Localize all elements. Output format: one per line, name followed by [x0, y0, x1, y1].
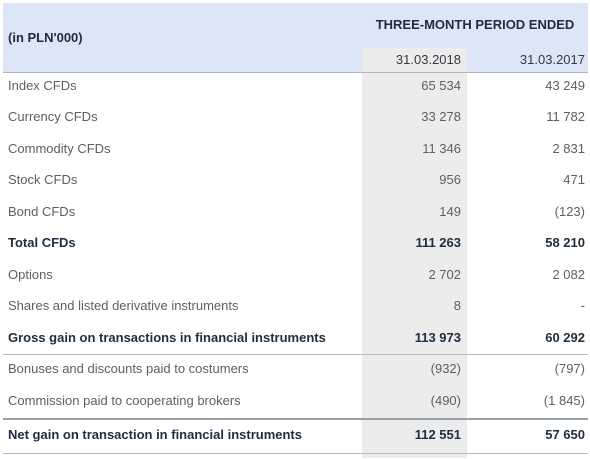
table-row: Options 2 702 2 082	[3, 260, 588, 291]
row-label: Total CFDs	[8, 235, 76, 250]
table-row: Bonuses and discounts paid to costumers …	[3, 354, 588, 385]
current-period-column-shade	[362, 48, 467, 458]
row-value-2017: 471	[563, 172, 585, 187]
row-divider	[3, 418, 588, 420]
table-row: Shares and listed derivative instruments…	[3, 291, 588, 322]
table-row: Bond CFDs 149 (123)	[3, 197, 588, 228]
row-label: Bond CFDs	[8, 204, 76, 219]
table-header	[3, 3, 588, 72]
row-label: Bonuses and discounts paid to costumers	[8, 361, 249, 376]
row-value-2018: (490)	[430, 393, 461, 408]
row-value-2018: 2 702	[428, 267, 461, 282]
row-value-2018: 11 346	[422, 141, 461, 156]
row-label: Commodity CFDs	[8, 141, 111, 156]
row-value-2018: 956	[439, 172, 461, 187]
subtotal-row: Gross gain on transactions in financial …	[3, 323, 588, 354]
table-row: Commodity CFDs 11 346 2 831	[3, 134, 588, 165]
total-row: Total CFDs 111 263 58 210	[3, 228, 588, 259]
row-value-2017: 43 249	[545, 78, 585, 93]
row-value-2017: (797)	[554, 361, 585, 376]
row-value-2017: 60 292	[545, 330, 585, 345]
table-row: Stock CFDs 956 471	[3, 165, 588, 196]
row-value-2017: 57 650	[545, 427, 585, 442]
row-value-2018: 8	[453, 298, 461, 313]
row-value-2017: -	[580, 298, 585, 313]
row-value-2018: 113 973	[414, 330, 461, 345]
row-value-2017: (1 845)	[543, 393, 585, 408]
unit-label: (in PLN'000)	[8, 30, 83, 45]
column-header-2018: 31.03.2018	[395, 52, 461, 67]
header-divider	[3, 72, 588, 73]
row-value-2018: 65 534	[421, 78, 461, 93]
table-row: Currency CFDs 33 278 11 782	[3, 102, 588, 133]
row-value-2017: 2 082	[552, 267, 585, 282]
column-header-2017: 31.03.2017	[519, 52, 585, 67]
row-value-2017: (123)	[554, 204, 585, 219]
row-divider	[3, 354, 588, 355]
row-label: Stock CFDs	[8, 172, 78, 187]
row-label: Currency CFDs	[8, 109, 98, 124]
row-value-2018: 33 278	[421, 109, 461, 124]
row-value-2017: 2 831	[552, 141, 585, 156]
row-value-2018: 111 263	[415, 235, 461, 250]
row-value-2018: 149	[439, 204, 461, 219]
row-value-2018: 112 551	[414, 427, 461, 442]
row-label: Index CFDs	[8, 78, 77, 93]
row-label: Shares and listed derivative instruments	[8, 298, 239, 313]
row-label: Commission paid to cooperating brokers	[8, 393, 241, 408]
row-value-2017: 58 210	[545, 235, 585, 250]
table-row: Commission paid to cooperating brokers (…	[3, 386, 588, 417]
row-label: Options	[8, 267, 53, 282]
row-value-2018: (932)	[430, 361, 461, 376]
net-total-row: Net gain on transaction in financial ins…	[3, 420, 588, 451]
row-value-2017: 11 782	[546, 109, 585, 124]
table-row: Index CFDs 65 534 43 249	[3, 71, 588, 102]
row-label: Net gain on transaction in financial ins…	[8, 427, 302, 442]
row-label: Gross gain on transactions in financial …	[8, 330, 326, 345]
bottom-divider	[3, 453, 588, 454]
period-title: THREE-MONTH PERIOD ENDED	[375, 17, 575, 32]
